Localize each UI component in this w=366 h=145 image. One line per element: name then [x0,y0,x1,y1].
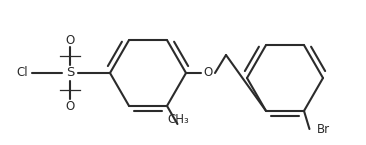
Text: CH₃: CH₃ [168,113,189,126]
Text: O: O [66,33,75,47]
Text: S: S [66,67,74,79]
Text: O: O [66,99,75,113]
Text: O: O [203,67,213,79]
Text: Br: Br [317,123,329,136]
Text: Cl: Cl [16,67,28,79]
